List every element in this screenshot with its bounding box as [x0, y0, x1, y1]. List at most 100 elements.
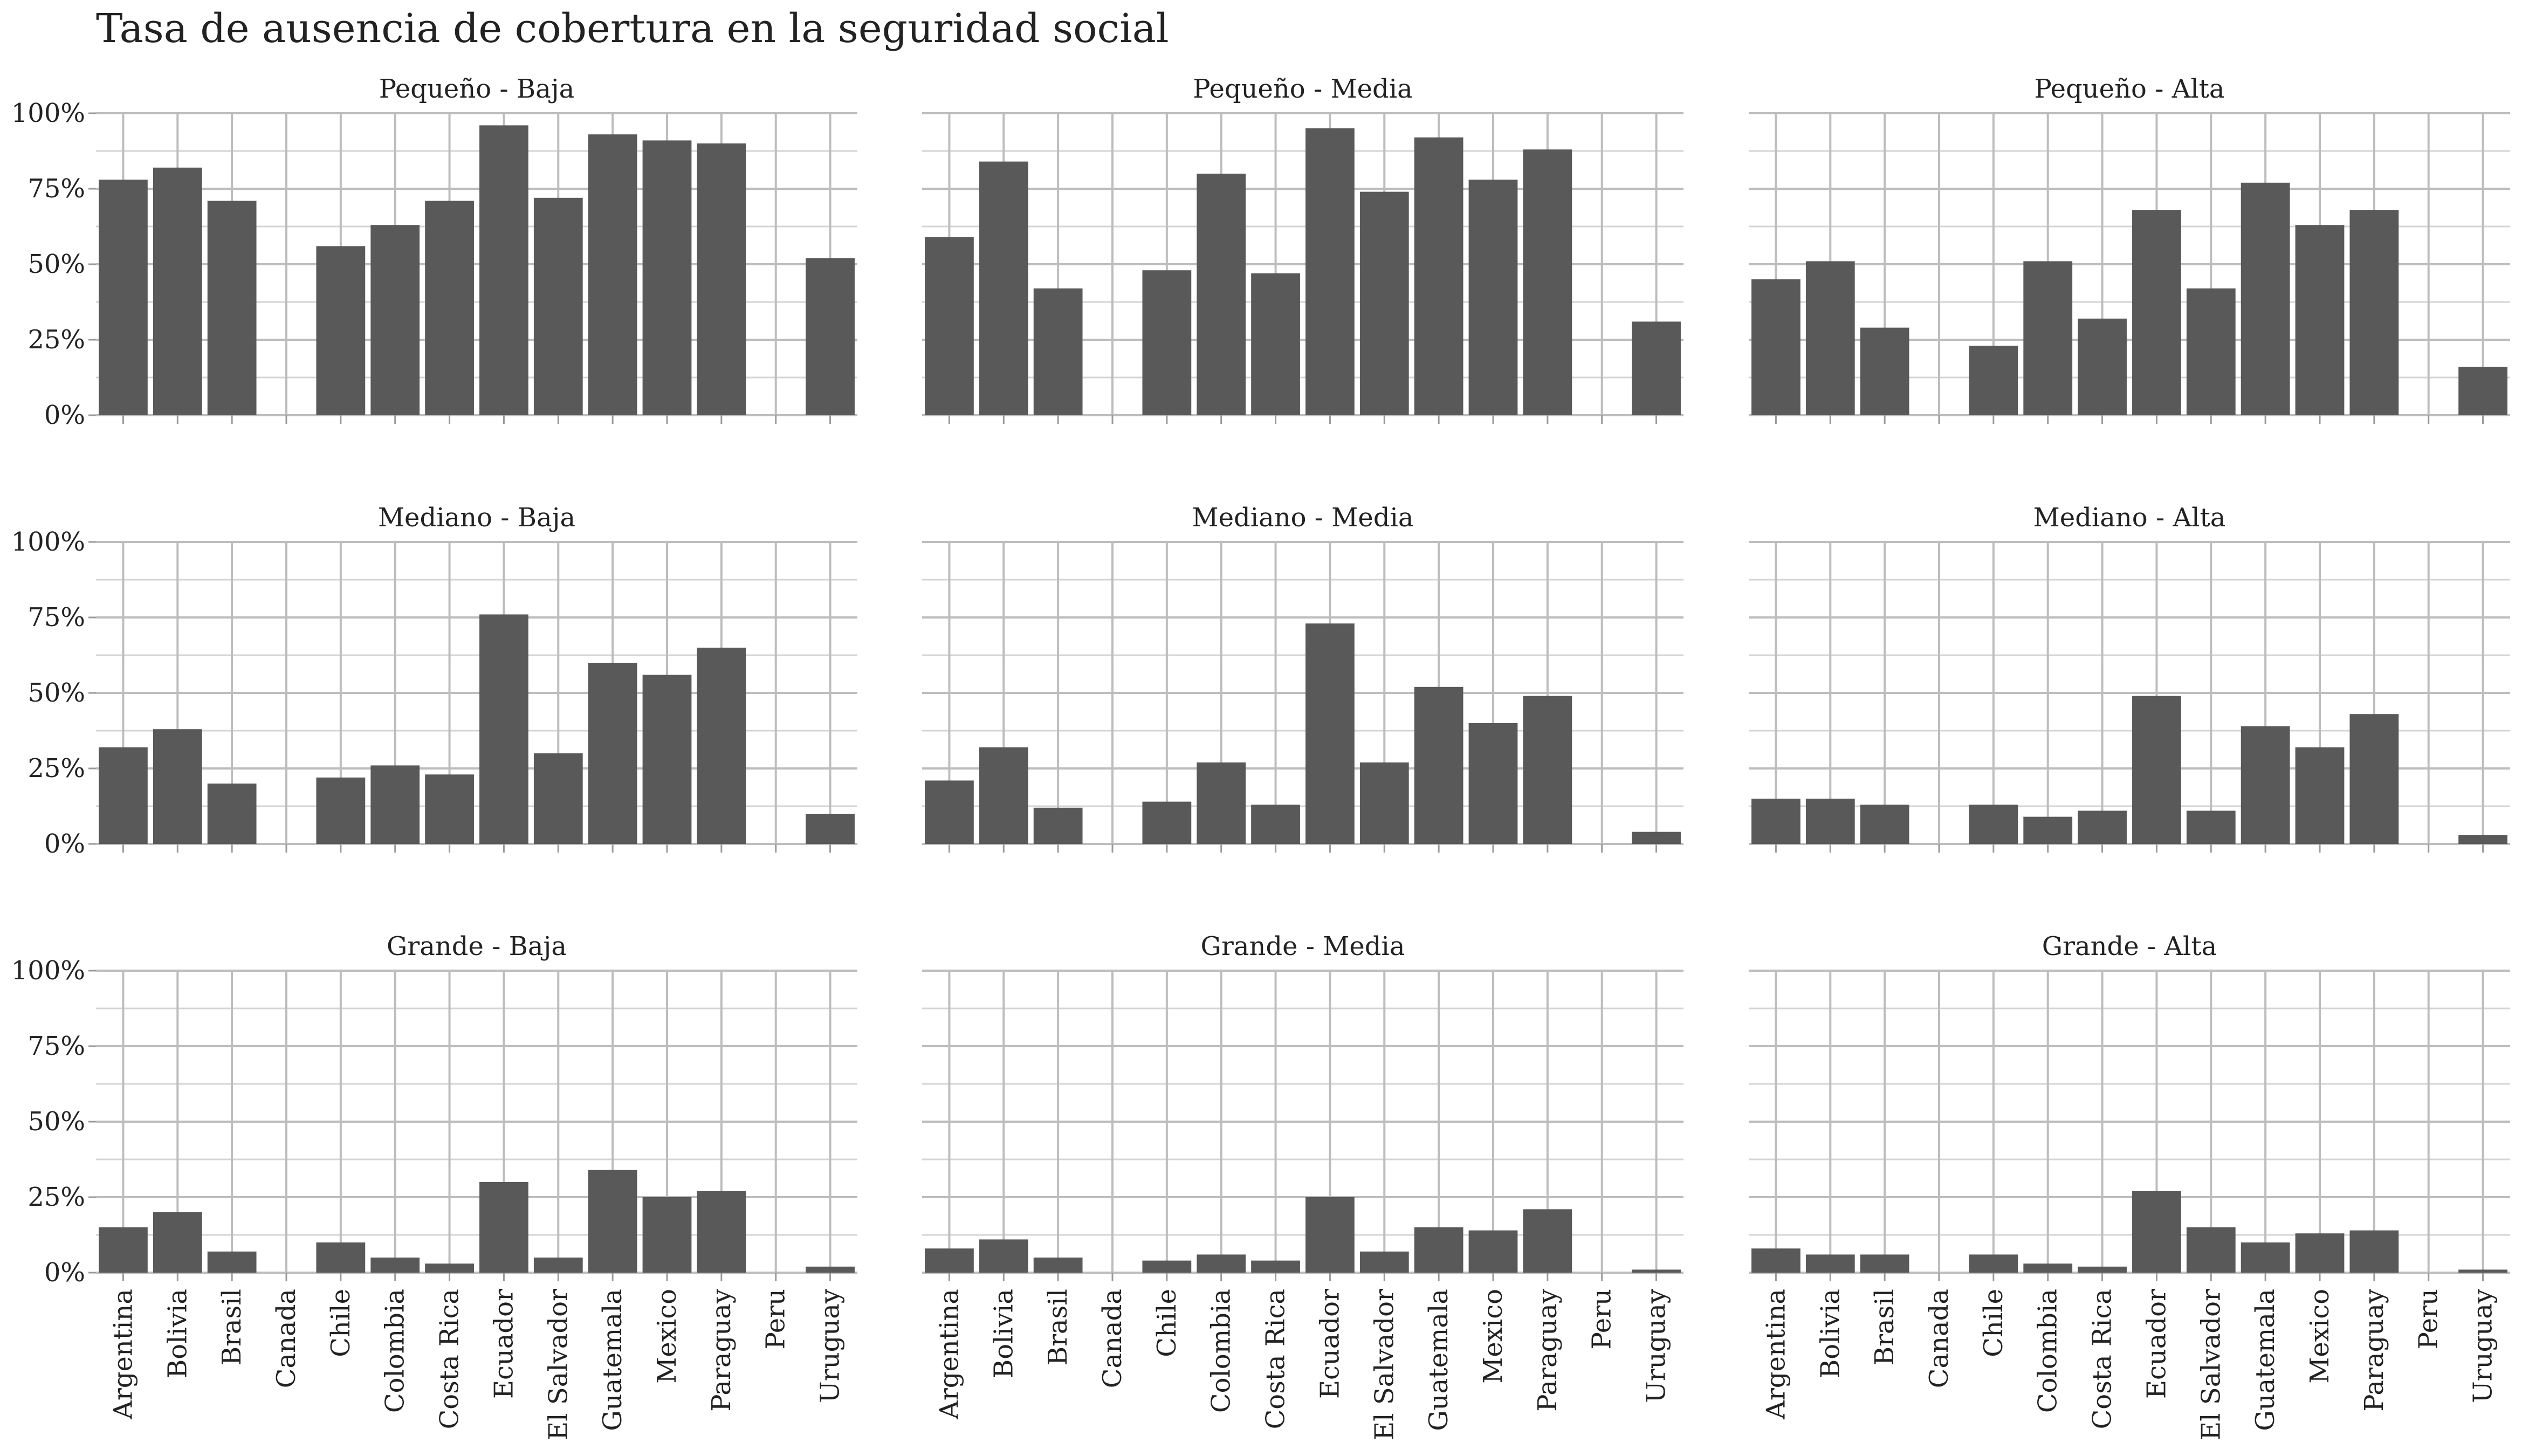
bar: [1632, 321, 1681, 415]
bar: [2458, 835, 2507, 844]
y-tick-label: 0%: [44, 829, 85, 859]
bar: [1751, 1248, 1801, 1273]
bar: [207, 1251, 257, 1273]
facet-panel: Grande - Baja 0% 25% 50% 75% 100% Argentina Bol…: [11, 931, 857, 1440]
x-tick-label: Canada: [1097, 1289, 1128, 1388]
bar: [806, 814, 855, 844]
x-tick-label: Peru: [761, 1289, 791, 1349]
facet-title: Grande - Baja: [387, 931, 567, 961]
x-tick-label: Colombia: [1206, 1289, 1236, 1413]
bar: [1197, 1254, 1246, 1273]
bar: [925, 780, 974, 844]
facet-title: Mediano - Alta: [2033, 503, 2226, 533]
facet-panels: Pequeño - Baja 0% 25% 50% 75% 100% Pequeño - M…: [11, 74, 2510, 1440]
bar: [925, 237, 974, 415]
bar: [1468, 723, 1518, 844]
bar: [2132, 1191, 2181, 1273]
x-tick-label: Bolivia: [988, 1289, 1019, 1378]
bar: [1632, 832, 1681, 844]
bar: [1359, 762, 1409, 844]
bar: [1468, 180, 1518, 415]
x-tick-label: Peru: [1587, 1289, 1617, 1349]
bar: [2132, 696, 2181, 844]
bar: [2349, 1230, 2399, 1273]
x-tick-label: Argentina: [108, 1289, 138, 1420]
x-tick-label: Chile: [1978, 1289, 2009, 1357]
x-tick-label: Canada: [1924, 1289, 1954, 1388]
x-tick-label: Guatemala: [1424, 1289, 1454, 1431]
facet-panel: Pequeño - Baja 0% 25% 50% 75% 100%: [11, 74, 857, 430]
bar: [1359, 1251, 1409, 1273]
x-tick-label: Mexico: [652, 1289, 682, 1384]
bar: [1805, 799, 1855, 844]
bar: [370, 765, 420, 844]
y-tick-label: 50%: [28, 678, 85, 708]
bar: [1414, 1227, 1463, 1273]
bar: [207, 201, 257, 415]
x-tick-label: Guatemala: [597, 1289, 628, 1431]
x-tick-label: Canada: [271, 1289, 301, 1388]
x-tick-label: Argentina: [1761, 1289, 1791, 1420]
bar: [1523, 1209, 1572, 1273]
y-tick-label: 25%: [28, 1182, 85, 1212]
y-tick-label: 25%: [28, 325, 85, 355]
bar: [99, 180, 148, 415]
bar: [806, 258, 855, 415]
x-tick-label: Brasil: [1870, 1289, 1900, 1365]
bar: [1305, 623, 1355, 844]
bar: [425, 201, 474, 415]
bar: [1251, 273, 1300, 415]
x-tick-label: Uruguay: [2468, 1289, 2498, 1403]
bar: [1751, 279, 1801, 415]
facet-panel: Mediano - Media: [922, 503, 1683, 853]
bar: [1142, 270, 1192, 415]
bar: [1805, 1254, 1855, 1273]
bar: [316, 246, 366, 415]
bar: [2023, 261, 2073, 415]
bar: [2023, 1263, 2073, 1273]
x-tick-label: Chile: [326, 1289, 356, 1357]
bar: [697, 648, 746, 844]
y-tick-label: 25%: [28, 753, 85, 784]
bar: [479, 125, 528, 415]
x-tick-label: Ecuador: [1315, 1289, 1345, 1399]
bar: [925, 1248, 974, 1273]
bar: [533, 753, 583, 844]
bar: [1414, 137, 1463, 416]
x-tick-label: El Salvador: [543, 1289, 573, 1440]
y-tick-label: 100%: [11, 956, 85, 986]
bar: [1033, 807, 1083, 844]
bar: [2078, 318, 2127, 415]
bar: [1523, 696, 1572, 844]
x-tick-label: Colombia: [380, 1289, 410, 1413]
bar: [1860, 805, 1909, 844]
facet-title: Grande - Media: [1201, 931, 1405, 961]
y-tick-label: 75%: [28, 174, 85, 204]
chart-title: Tasa de ausencia de cobertura en la segu…: [96, 5, 1169, 52]
x-tick-label: Colombia: [2033, 1289, 2063, 1413]
x-tick-label: El Salvador: [1369, 1289, 1399, 1440]
bar: [533, 197, 583, 415]
bar: [1860, 1254, 1909, 1273]
bar: [1305, 128, 1355, 415]
bar: [99, 747, 148, 844]
bar: [153, 167, 202, 415]
bar: [2078, 1266, 2127, 1273]
bar: [642, 1197, 692, 1273]
y-tick-label: 100%: [11, 98, 85, 128]
bar: [1632, 1269, 1681, 1273]
bar: [1414, 686, 1463, 844]
facet-title: Pequeño - Alta: [2034, 74, 2224, 104]
x-tick-label: Costa Rica: [1261, 1289, 1291, 1429]
facet-panel: Mediano - Baja 0% 25% 50% 75% 100%: [11, 503, 857, 859]
bar: [588, 1170, 637, 1273]
bar: [533, 1258, 583, 1273]
bar: [2186, 811, 2236, 844]
bar: [1359, 191, 1409, 415]
bar: [153, 729, 202, 844]
bar: [642, 675, 692, 844]
y-tick-label: 75%: [28, 602, 85, 633]
bar: [316, 777, 366, 844]
bar: [2241, 182, 2290, 415]
